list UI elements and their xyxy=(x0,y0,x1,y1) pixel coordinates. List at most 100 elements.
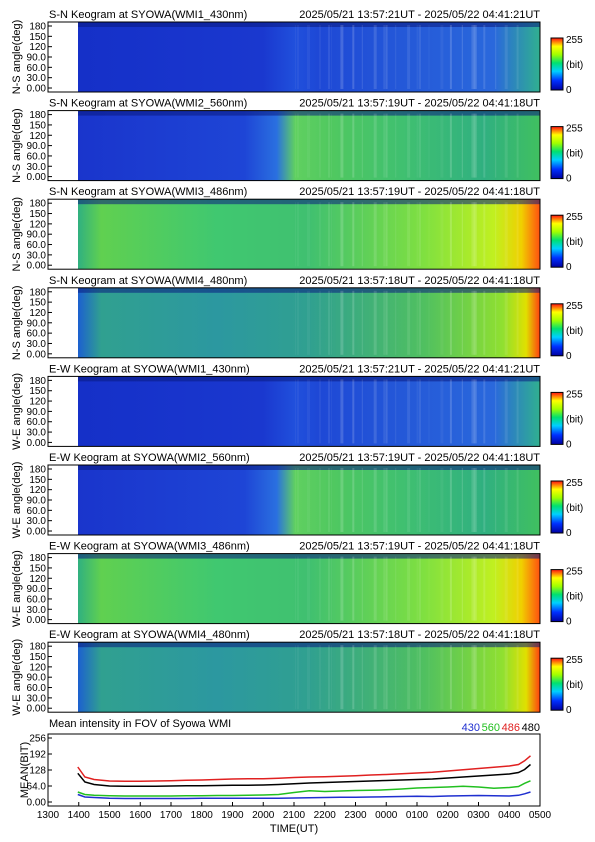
keogram-ytick-label: 90.0 xyxy=(27,53,47,64)
colorbar-unit-label: (bit) xyxy=(566,592,583,603)
colorbar-max-label: 255 xyxy=(566,567,583,578)
keogram-streak xyxy=(407,25,411,89)
keogram-streak xyxy=(504,556,508,621)
keogram-ytick-label: 120 xyxy=(29,42,46,53)
keogram-ytick-label: 150 xyxy=(29,386,46,397)
keogram-streak xyxy=(297,645,299,710)
keogram-streak xyxy=(516,113,519,178)
keogram-horizon-band xyxy=(78,642,540,648)
keogram-streak xyxy=(504,113,508,178)
keogram-ytick-label: 60.0 xyxy=(27,506,47,517)
keogram-ytick-label: 30.0 xyxy=(27,339,47,350)
keogram-title: S-N Keogram at SYOWA(WMI4_480nm) xyxy=(49,275,247,287)
keogram-streak xyxy=(307,556,310,621)
colorbar-unit-label: (bit) xyxy=(566,149,583,160)
keogram-title: E-W Keogram at SYOWA(WMI1_430nm) xyxy=(49,363,250,375)
keogram-time-range: 2025/05/21 13:57:19UT - 2025/05/22 04:41… xyxy=(299,541,540,553)
keogram-streak xyxy=(361,290,363,355)
keogram-streak xyxy=(516,202,519,267)
line-y-axis-label: MEAN(BIT) xyxy=(19,742,31,798)
keogram-streak xyxy=(495,25,497,89)
line-xtick-label: 1400 xyxy=(68,810,91,821)
keogram-streak xyxy=(419,379,421,444)
keogram-streak xyxy=(383,290,386,355)
keogram-streak xyxy=(330,290,332,355)
keogram-streak xyxy=(504,468,508,532)
keogram-ytick-label: 0.00 xyxy=(27,704,47,715)
keogram-streak xyxy=(483,645,486,710)
keogram-streak xyxy=(449,645,452,710)
keogram-streak xyxy=(449,290,452,355)
keogram-streak xyxy=(516,556,519,621)
line-xtick-label: 2100 xyxy=(283,810,306,821)
keogram-streak xyxy=(319,202,321,267)
keogram-horizon-band xyxy=(78,199,540,205)
line-xtick-label: 2200 xyxy=(314,810,337,821)
keogram-streak xyxy=(295,556,297,621)
keogram-ytick-label: 30.0 xyxy=(27,428,47,439)
keogram-streak xyxy=(407,379,411,444)
keogram-streak xyxy=(373,25,377,89)
keogram-streak xyxy=(328,113,330,178)
colorbar-max-label: 255 xyxy=(566,301,583,312)
keogram-y-axis-label: N-S angle(deg) xyxy=(11,197,23,272)
keogram-ytick-label: 120 xyxy=(29,662,46,673)
keogram-streak xyxy=(383,113,386,178)
keogram-streak xyxy=(495,645,497,710)
keogram-streak xyxy=(483,468,486,532)
keogram-streak xyxy=(416,25,419,89)
keogram-streak xyxy=(328,645,330,710)
line-ytick-label: 256 xyxy=(29,734,46,745)
keogram-streak xyxy=(328,25,330,89)
keogram-streak xyxy=(440,468,444,532)
keogram-streak xyxy=(352,645,355,710)
keogram-streak xyxy=(330,25,332,89)
colorbar-max-label: 255 xyxy=(566,478,583,489)
keogram-ytick-label: 180 xyxy=(29,22,46,33)
keogram-streak xyxy=(295,202,297,267)
keogram-streak xyxy=(495,202,497,267)
keogram-streak xyxy=(330,556,332,621)
keogram-streak xyxy=(495,379,497,444)
keogram-ytick-label: 90.0 xyxy=(27,584,47,595)
keogram-streak xyxy=(373,379,377,444)
keogram-streak xyxy=(504,25,508,89)
keogram-streak xyxy=(483,202,486,267)
line-xtick-label: 1900 xyxy=(221,810,244,821)
series-line-560 xyxy=(77,780,531,797)
keogram-ytick-label: 90.0 xyxy=(27,407,47,418)
keogram-streak xyxy=(395,645,397,710)
keogram-ytick-label: 180 xyxy=(29,287,46,298)
keogram-streak xyxy=(416,290,419,355)
keogram-streak xyxy=(407,645,411,710)
colorbar-unit-label: (bit) xyxy=(566,503,583,514)
colorbar xyxy=(550,37,564,91)
keogram-streak xyxy=(340,468,344,532)
line-xtick-label: 1500 xyxy=(98,810,121,821)
keogram-streak xyxy=(440,25,444,89)
colorbar-min-label: 0 xyxy=(566,705,572,716)
keogram-horizon-band xyxy=(78,376,540,382)
legend-entry-430: 430 xyxy=(462,722,480,734)
colorbar-max-label: 255 xyxy=(566,35,583,46)
keogram-title: S-N Keogram at SYOWA(WMI1_430nm) xyxy=(49,9,247,21)
keogram-streak xyxy=(295,113,297,178)
keogram-ytick-label: 30.0 xyxy=(27,605,47,616)
keogram-streak xyxy=(383,645,386,710)
line-chart-title: Mean intensity in FOV of Syowa WMI xyxy=(49,718,231,730)
colorbar-min-label: 0 xyxy=(566,85,572,96)
series-line-486 xyxy=(77,755,531,783)
colorbar-min-label: 0 xyxy=(566,617,572,628)
keogram-streak xyxy=(483,556,486,621)
colorbar xyxy=(550,126,564,180)
keogram-streak xyxy=(483,379,486,444)
keogram-streak xyxy=(495,556,497,621)
keogram-ytick-label: 120 xyxy=(29,308,46,319)
keogram-ytick-label: 60.0 xyxy=(27,683,47,694)
keogram-streak xyxy=(428,113,430,178)
keogram-streak xyxy=(328,290,330,355)
keogram-image xyxy=(78,642,540,713)
keogram-time-range: 2025/05/21 13:57:21UT - 2025/05/22 04:41… xyxy=(299,363,540,375)
keogram-streak xyxy=(319,468,321,532)
keogram-streak xyxy=(328,379,330,444)
